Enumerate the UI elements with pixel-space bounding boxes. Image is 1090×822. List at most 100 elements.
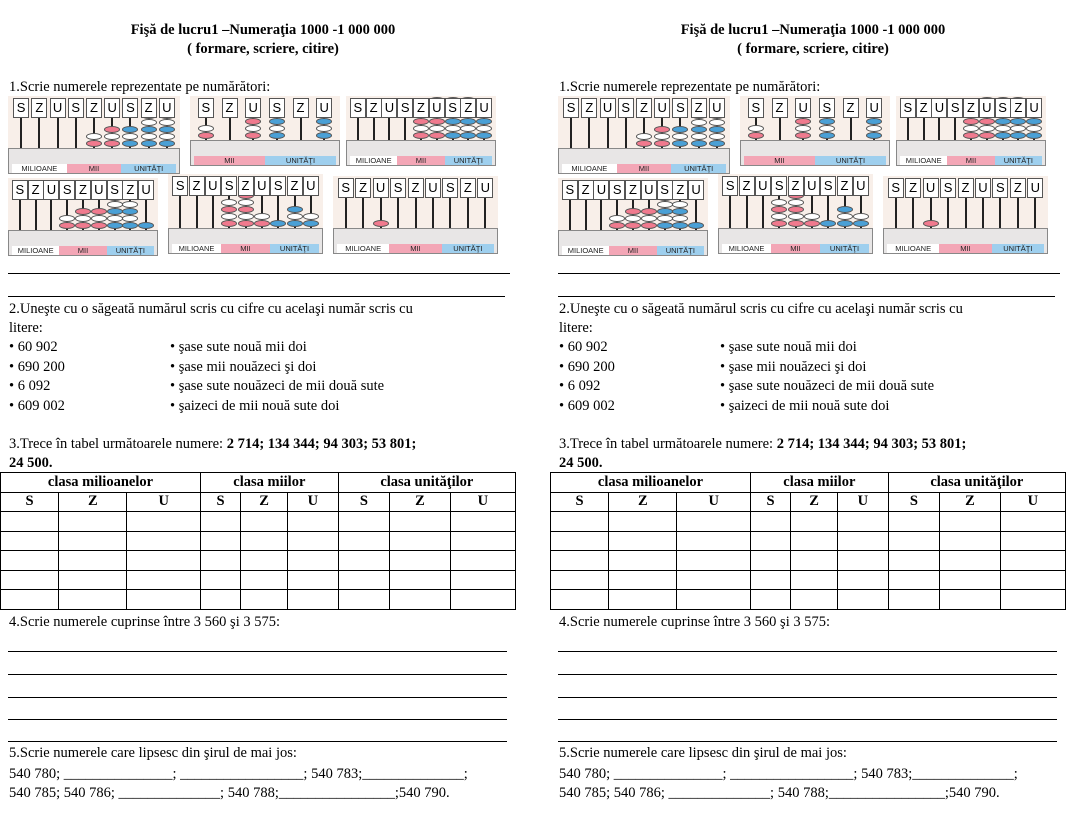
table-cell[interactable]	[287, 511, 339, 532]
table-cell[interactable]	[58, 569, 128, 590]
number-words[interactable]: • şaizeci de mii nouă sute doi	[170, 397, 340, 414]
table-cell[interactable]	[789, 569, 839, 590]
number-digits[interactable]: • 609 002	[9, 397, 65, 414]
number-words[interactable]: • şase sute nouă mii doi	[170, 339, 307, 355]
table-cell[interactable]	[389, 589, 451, 610]
number-words[interactable]: • şase sute nouă mii doi	[720, 339, 857, 355]
number-digits[interactable]: • 690 200	[559, 358, 615, 375]
table-cell[interactable]	[389, 550, 451, 571]
table-cell[interactable]	[549, 511, 610, 532]
table-cell[interactable]	[608, 569, 678, 590]
table-cell[interactable]	[939, 589, 1001, 610]
table-cell[interactable]	[126, 550, 201, 571]
table-cell[interactable]	[0, 550, 60, 571]
table-cell[interactable]	[239, 569, 289, 590]
table-cell[interactable]	[287, 569, 339, 590]
number-digits[interactable]: • 6 092	[9, 378, 51, 394]
table-cell[interactable]	[887, 589, 941, 610]
table-cell[interactable]	[337, 530, 391, 551]
table-cell[interactable]	[0, 589, 60, 610]
table-cell[interactable]	[449, 511, 517, 532]
table-cell[interactable]	[837, 511, 889, 532]
table-cell[interactable]	[58, 589, 128, 610]
sequence-line-2[interactable]: 540 785; 540 786; ______________; 540 78…	[559, 785, 1000, 801]
table-cell[interactable]	[939, 569, 1001, 590]
table-cell[interactable]	[239, 589, 289, 610]
table-cell[interactable]	[608, 589, 678, 610]
table-cell[interactable]	[0, 530, 60, 551]
table-cell[interactable]	[0, 569, 60, 590]
answer-line[interactable]	[558, 697, 1057, 698]
table-cell[interactable]	[999, 569, 1067, 590]
number-words[interactable]: • şase mii nouăzeci şi doi	[170, 358, 317, 375]
table-cell[interactable]	[337, 569, 391, 590]
sequence-line-1[interactable]: 540 780; _______________; ______________…	[559, 766, 1018, 782]
table-cell[interactable]	[789, 530, 839, 551]
table-cell[interactable]	[337, 589, 391, 610]
table-cell[interactable]	[239, 550, 289, 571]
table-cell[interactable]	[837, 550, 889, 571]
number-digits[interactable]: • 60 902	[9, 339, 58, 355]
table-cell[interactable]	[389, 511, 451, 532]
table-cell[interactable]	[676, 569, 751, 590]
table-cell[interactable]	[449, 569, 517, 590]
table-cell[interactable]	[749, 569, 792, 590]
table-cell[interactable]	[676, 530, 751, 551]
table-cell[interactable]	[676, 550, 751, 571]
table-cell[interactable]	[126, 511, 201, 532]
table-cell[interactable]	[58, 511, 128, 532]
table-cell[interactable]	[337, 511, 391, 532]
table-cell[interactable]	[449, 530, 517, 551]
table-cell[interactable]	[789, 511, 839, 532]
number-words[interactable]: • şase mii nouăzeci şi doi	[720, 358, 867, 375]
answer-line[interactable]	[8, 697, 507, 698]
table-cell[interactable]	[549, 530, 610, 551]
table-cell[interactable]	[287, 530, 339, 551]
number-digits[interactable]: • 6 092	[559, 378, 601, 394]
table-cell[interactable]	[337, 550, 391, 571]
table-cell[interactable]	[608, 530, 678, 551]
table-cell[interactable]	[749, 530, 792, 551]
sequence-line-2[interactable]: 540 785; 540 786; ______________; 540 78…	[9, 785, 450, 801]
table-cell[interactable]	[239, 530, 289, 551]
table-cell[interactable]	[608, 511, 678, 532]
table-cell[interactable]	[549, 550, 610, 571]
number-words[interactable]: • şaizeci de mii nouă sute doi	[720, 397, 890, 414]
table-cell[interactable]	[0, 511, 60, 532]
table-cell[interactable]	[789, 589, 839, 610]
number-digits[interactable]: • 609 002	[559, 397, 615, 414]
table-cell[interactable]	[199, 550, 242, 571]
table-cell[interactable]	[749, 511, 792, 532]
table-cell[interactable]	[389, 530, 451, 551]
table-cell[interactable]	[608, 550, 678, 571]
table-cell[interactable]	[449, 589, 517, 610]
table-cell[interactable]	[999, 589, 1067, 610]
table-cell[interactable]	[999, 550, 1067, 571]
table-cell[interactable]	[549, 569, 610, 590]
table-cell[interactable]	[999, 530, 1067, 551]
table-cell[interactable]	[126, 569, 201, 590]
answer-line[interactable]	[8, 674, 507, 675]
table-cell[interactable]	[837, 589, 889, 610]
answer-line[interactable]	[8, 741, 507, 742]
table-cell[interactable]	[999, 511, 1067, 532]
table-cell[interactable]	[199, 589, 242, 610]
table-cell[interactable]	[939, 511, 1001, 532]
table-cell[interactable]	[837, 530, 889, 551]
table-cell[interactable]	[58, 550, 128, 571]
number-digits[interactable]: • 690 200	[9, 358, 65, 375]
table-cell[interactable]	[239, 511, 289, 532]
table-cell[interactable]	[676, 589, 751, 610]
table-cell[interactable]	[199, 511, 242, 532]
answer-line[interactable]	[558, 674, 1057, 675]
table-cell[interactable]	[887, 530, 941, 551]
table-cell[interactable]	[199, 530, 242, 551]
table-cell[interactable]	[837, 569, 889, 590]
table-cell[interactable]	[126, 589, 201, 610]
table-cell[interactable]	[549, 589, 610, 610]
number-words[interactable]: • şase sute nouăzeci de mii două sute	[170, 378, 385, 394]
table-cell[interactable]	[287, 550, 339, 571]
answer-line[interactable]	[558, 651, 1057, 652]
table-cell[interactable]	[58, 530, 128, 551]
number-digits[interactable]: • 60 902	[559, 339, 608, 355]
